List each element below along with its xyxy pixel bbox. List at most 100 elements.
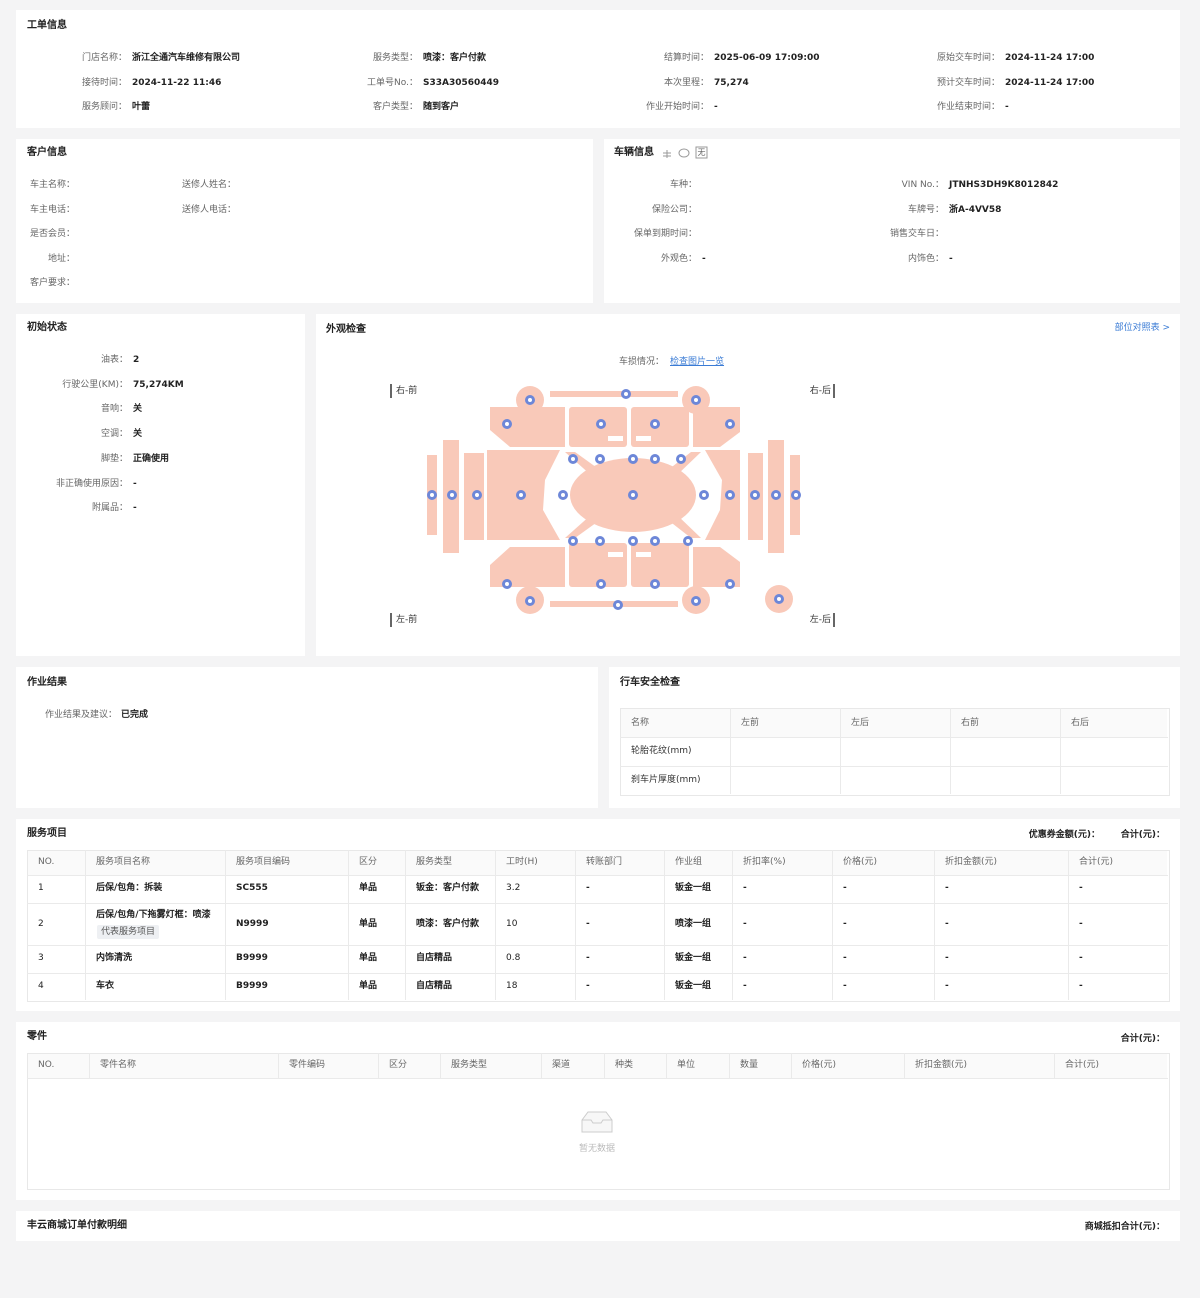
field-value: 已完成 [121, 710, 149, 720]
link[interactable]: 检查图片一览 [670, 357, 725, 367]
table-cell: B9999 [236, 981, 268, 991]
table-cell: - [945, 981, 949, 991]
field-label: VIN No.： [901, 180, 944, 190]
table-cell: 钣金一组 [675, 981, 712, 991]
field-value: - [1005, 102, 1009, 112]
summary-label: 合计(元)： [1120, 830, 1165, 840]
panel [316, 314, 1180, 656]
summary-label: 合计(元)： [1120, 1034, 1165, 1044]
field-value: - [714, 102, 718, 112]
field-label: 音响： [100, 404, 128, 415]
table-header-cell: 转账部门 [586, 857, 623, 867]
table-cell: 0.8 [506, 953, 521, 963]
table-header-cell: 右后 [1071, 718, 1090, 728]
table-header-cell: 左后 [851, 718, 870, 728]
table-header-cell: NO. [38, 857, 55, 867]
field-value: 浙江全通汽车维修有限公司 [132, 53, 241, 63]
col-line [791, 1053, 792, 1078]
col-line [934, 850, 935, 1000]
table [27, 850, 1170, 1002]
table-cell: 单品 [359, 919, 378, 929]
field-label: 门店名称： [81, 53, 127, 63]
field-value: 2 [133, 355, 140, 365]
section-title: 零件 [27, 1031, 47, 1042]
row-line [27, 1078, 1168, 1079]
link[interactable]: 部位对照表 > [1114, 323, 1170, 333]
field-label: 非正确使用原因： [55, 478, 128, 489]
table-header-cell: 服务类型 [451, 1060, 488, 1070]
section-title: 工单信息 [27, 20, 67, 31]
table-cell: - [1079, 981, 1083, 991]
table-cell: 喷漆一组 [675, 919, 712, 929]
table-cell: - [945, 953, 949, 963]
table-header-cell: 零件编码 [289, 1060, 326, 1070]
field-value: 2024-11-24 17:00 [1005, 78, 1095, 88]
field-label: 空调： [100, 429, 128, 440]
section-title: 丰云商城订单付款明细 [27, 1220, 127, 1231]
field-label: 车主名称： [29, 180, 75, 190]
col-line [85, 850, 86, 1000]
table-header-cell: 单位 [677, 1060, 696, 1070]
panel [16, 10, 1180, 128]
table-cell: - [843, 953, 847, 963]
section-title: 服务项目 [27, 828, 67, 839]
field-label: 服务顾问： [81, 102, 127, 112]
corner-label: 左-后 [809, 615, 831, 625]
field-value: 2024-11-24 17:00 [1005, 53, 1095, 63]
table-cell: - [1079, 919, 1083, 929]
table-cell: - [945, 919, 949, 929]
field-label: 结算时间： [663, 53, 709, 63]
panel [604, 139, 1180, 303]
table-cell: - [945, 883, 949, 893]
field-label: 地址： [47, 254, 75, 264]
field-value: 叶蕾 [132, 102, 151, 112]
col-line [832, 850, 833, 1000]
row-line [620, 766, 1168, 767]
field-value: - [133, 503, 137, 514]
section-title: 车辆信息 [614, 147, 654, 158]
table-header-cell: 区分 [389, 1060, 408, 1070]
field-value: 正确使用 [133, 453, 170, 464]
field-label: 作业开始时间： [645, 102, 709, 112]
row-line [620, 737, 1168, 738]
section-title: 初始状态 [27, 322, 67, 333]
field-label: 本次里程： [663, 78, 709, 88]
col-line [89, 1053, 90, 1078]
field-label: 脚垫： [100, 453, 128, 464]
col-line [1068, 850, 1069, 1000]
table-header [28, 1054, 1167, 1078]
panel [16, 1022, 1180, 1200]
section-title: 客户信息 [27, 147, 67, 158]
badge: 无 [697, 148, 706, 157]
field-label: 作业结束时间： [936, 102, 1000, 112]
table-cell: 单品 [359, 953, 378, 963]
table-header-cell: 作业组 [675, 857, 703, 867]
table-cell: - [743, 953, 747, 963]
col-line [904, 1053, 905, 1078]
row-line [27, 945, 1168, 946]
col-line [1060, 708, 1061, 794]
field-label: 油表： [100, 355, 128, 365]
table-cell: - [1079, 953, 1083, 963]
table-cell: 1 [38, 883, 44, 893]
table-header-cell: 折扣金额(元) [915, 1060, 968, 1070]
summary-label: 商城抵扣合计(元)： [1084, 1222, 1165, 1232]
field-label: 是否会员： [29, 229, 75, 239]
panel [16, 667, 598, 808]
table-cell: 自店精品 [416, 953, 453, 963]
col-line [732, 850, 733, 1000]
field-label: 车主电话： [29, 205, 75, 215]
table-cell: - [586, 919, 590, 929]
table-header-cell: 右前 [961, 718, 980, 728]
field-label: 预计交车时间： [936, 78, 1000, 88]
table-cell: 单品 [359, 883, 378, 893]
field-label: 工单号No.： [367, 78, 418, 88]
field-label: 送修人姓名： [181, 180, 236, 190]
col-line [348, 850, 349, 1000]
table-header-cell: 名称 [631, 718, 650, 728]
section-title: 作业结果 [27, 677, 67, 688]
field-label: 服务类型： [372, 53, 418, 63]
table-header-cell: 折扣金额(元) [945, 857, 998, 867]
table-cell: - [743, 981, 747, 991]
